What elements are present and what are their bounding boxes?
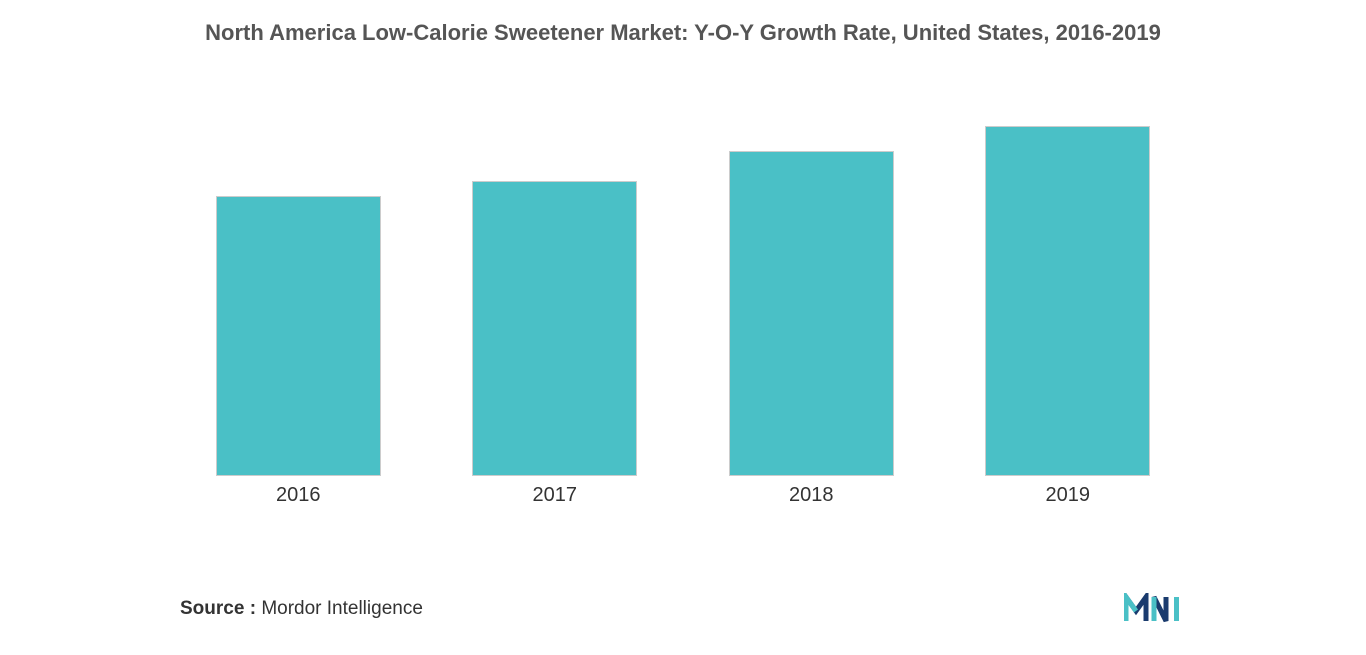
x-axis-labels: 2016 2017 2018 2019 [180, 484, 1186, 507]
source-value: Mordor Intelligence [261, 598, 423, 619]
bar-group [180, 196, 417, 476]
chart-footer: Source : Mordor Intelligence [60, 573, 1306, 635]
bar [216, 196, 381, 476]
x-axis-label: 2017 [437, 484, 674, 507]
chart-area: 2016 2017 2018 2019 [60, 96, 1306, 513]
bar-group [437, 181, 674, 476]
chart-title: North America Low-Calorie Sweetener Mark… [60, 20, 1306, 46]
x-axis-label: 2018 [693, 484, 930, 507]
bar-group [950, 126, 1187, 476]
x-axis-label: 2019 [950, 484, 1187, 507]
bar-group [693, 151, 930, 476]
bars-container [180, 96, 1186, 476]
x-axis-label: 2016 [180, 484, 417, 507]
chart-container: North America Low-Calorie Sweetener Mark… [0, 0, 1366, 655]
source-label: Source : [180, 598, 256, 619]
bar [729, 151, 894, 476]
bar [985, 126, 1150, 476]
bar [472, 181, 637, 476]
source-attribution: Source : Mordor Intelligence [180, 598, 423, 620]
mordor-logo-icon [1124, 593, 1186, 625]
